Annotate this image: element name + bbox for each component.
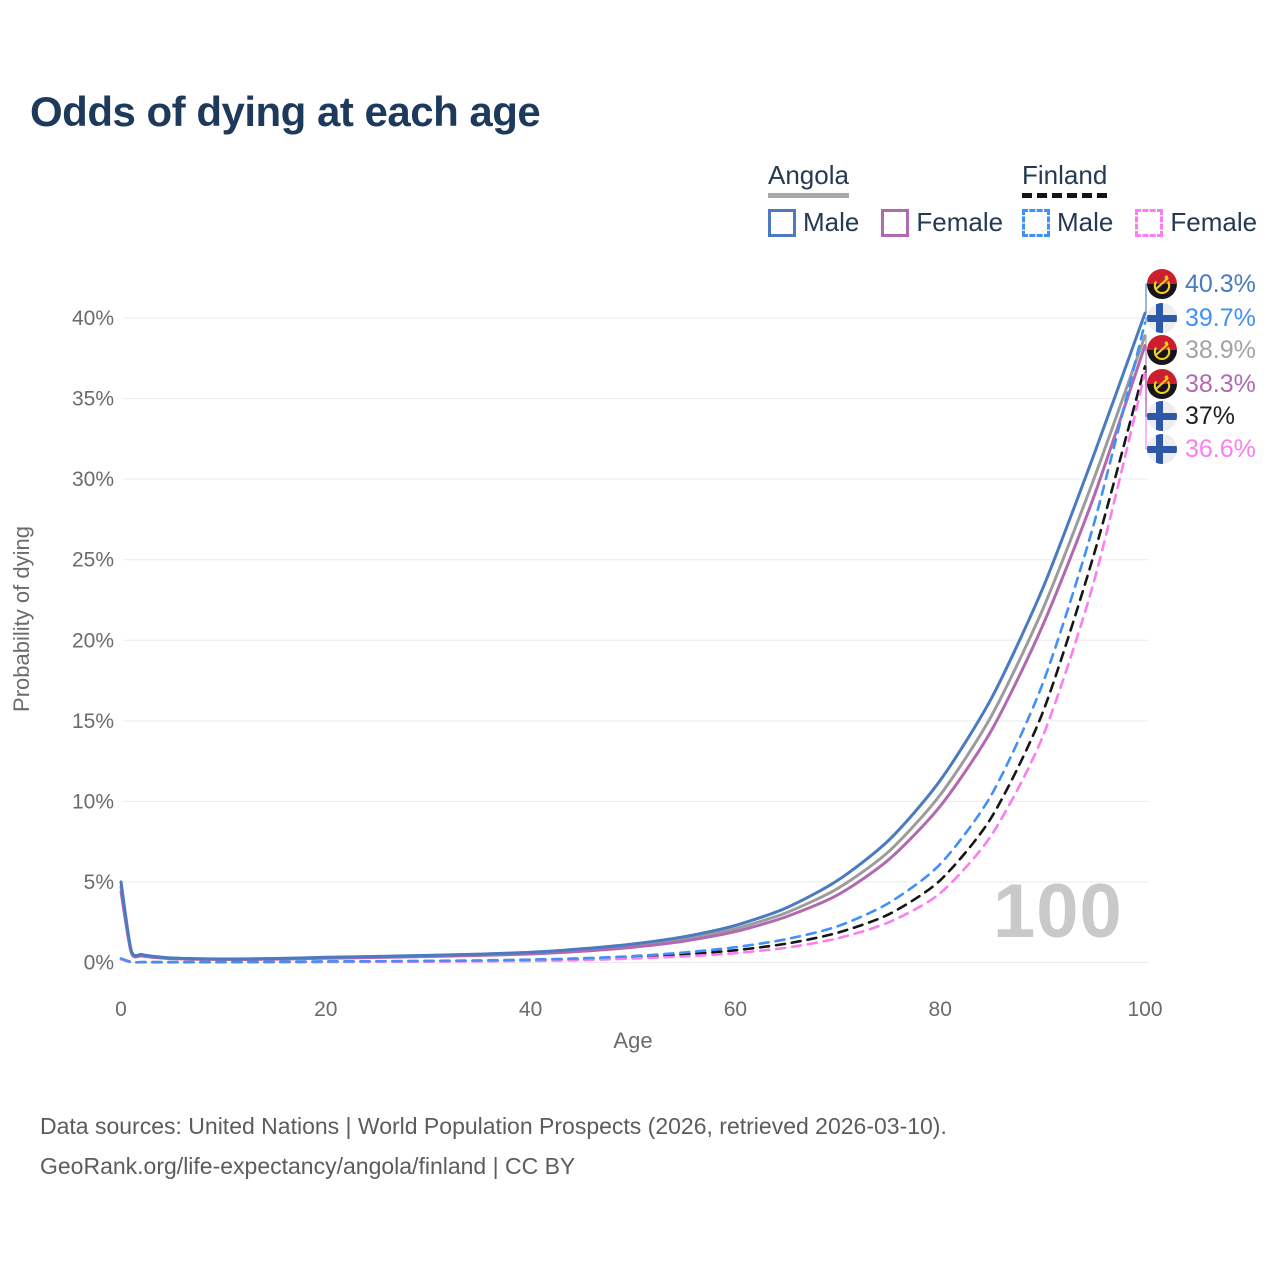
legend-label: Female xyxy=(916,207,1004,237)
end-label-value: 40.3% xyxy=(1185,269,1256,298)
end-label-leader-line xyxy=(1145,366,1152,417)
finland-flag-icon xyxy=(1147,434,1177,464)
legend-item-angola-female[interactable]: Female xyxy=(881,207,1003,238)
finland-female-swatch-icon xyxy=(1135,208,1164,237)
end-label-value: 39.7% xyxy=(1185,303,1256,332)
page-title: Odds of dying at each age xyxy=(30,88,541,135)
angola-male-swatch-icon xyxy=(768,208,796,237)
legend-country-angola: Angola xyxy=(768,160,849,198)
end-label-leader-line xyxy=(1145,372,1152,450)
source-line-2: GeoRank.org/life-expectancy/angola/finla… xyxy=(40,1153,576,1179)
finland-male-swatch-icon xyxy=(1022,208,1050,237)
y-tick-label: 5% xyxy=(84,871,114,894)
end-label-value: 38.9% xyxy=(1185,335,1256,364)
y-tick-label: 15% xyxy=(72,710,114,733)
end-label-angola-male: 40.3% xyxy=(1147,268,1256,300)
legend-item-angola-male[interactable]: Male xyxy=(768,207,859,238)
end-label-leader-line xyxy=(1145,345,1152,385)
end-label-leader-line xyxy=(1145,335,1152,351)
series-line-angola-male xyxy=(119,311,1147,961)
series-line-angola-both-sexes xyxy=(119,334,1147,961)
angola-flag-icon xyxy=(1147,269,1177,299)
series-line-finland-both-sexes xyxy=(119,365,1147,964)
end-label-value: 37% xyxy=(1185,401,1236,430)
finland-flag-icon xyxy=(1147,401,1177,431)
legend-label: Male xyxy=(803,207,860,237)
legend-group-angola: Angola Male Female xyxy=(768,160,1025,238)
legend-country-finland: Finland xyxy=(1022,160,1108,198)
x-tick-label: 80 xyxy=(929,998,952,1021)
y-tick-label: 25% xyxy=(72,549,114,572)
y-axis-title: Probability of dying xyxy=(9,526,34,712)
source-line-1: Data sources: United Nations | World Pop… xyxy=(40,1113,947,1139)
x-tick-label: 0 xyxy=(115,998,127,1021)
end-label-value: 36.6% xyxy=(1185,434,1256,463)
legend-label: Male xyxy=(1057,207,1114,237)
x-tick-label: 20 xyxy=(314,998,337,1021)
y-tick-label: 10% xyxy=(72,790,114,813)
x-axis-title: Age xyxy=(613,1028,653,1053)
angola-flag-icon xyxy=(1147,369,1177,399)
end-label-angola-female: 38.3% xyxy=(1147,368,1256,400)
series-line-finland-male xyxy=(119,321,1147,964)
y-tick-label: 40% xyxy=(72,307,114,330)
legend-item-finland-female[interactable]: Female xyxy=(1135,207,1257,238)
legend-group-finland: Finland Male Female xyxy=(1022,160,1279,238)
watermark-age-100: 100 xyxy=(993,869,1123,954)
data-sources-note: Data sources: United Nations | World Pop… xyxy=(40,1106,947,1186)
finland-flag-icon xyxy=(1147,303,1177,333)
end-label-leader-line xyxy=(1145,283,1152,314)
end-label-leader-line xyxy=(1145,317,1152,323)
y-tick-label: 35% xyxy=(72,388,114,411)
x-tick-label: 60 xyxy=(724,998,747,1021)
series-line-angola-female xyxy=(119,343,1147,961)
angola-flag-icon xyxy=(1147,335,1177,365)
y-tick-label: 20% xyxy=(72,629,114,652)
angola-female-swatch-icon xyxy=(881,208,910,237)
end-label-finland-female: 36.6% xyxy=(1147,433,1256,465)
end-label-angola-both-sexes: 38.9% xyxy=(1147,334,1256,366)
x-tick-label: 40 xyxy=(519,998,542,1021)
end-label-finland-male: 39.7% xyxy=(1147,302,1256,334)
y-tick-label: 0% xyxy=(84,952,114,975)
x-tick-label: 100 xyxy=(1127,998,1162,1021)
legend-label: Female xyxy=(1170,207,1258,237)
end-label-value: 38.3% xyxy=(1185,369,1256,398)
series-line-finland-female xyxy=(119,371,1147,964)
end-label-finland-both-sexes: 37% xyxy=(1147,400,1235,432)
legend-item-finland-male[interactable]: Male xyxy=(1022,207,1113,238)
y-tick-label: 30% xyxy=(72,468,114,491)
